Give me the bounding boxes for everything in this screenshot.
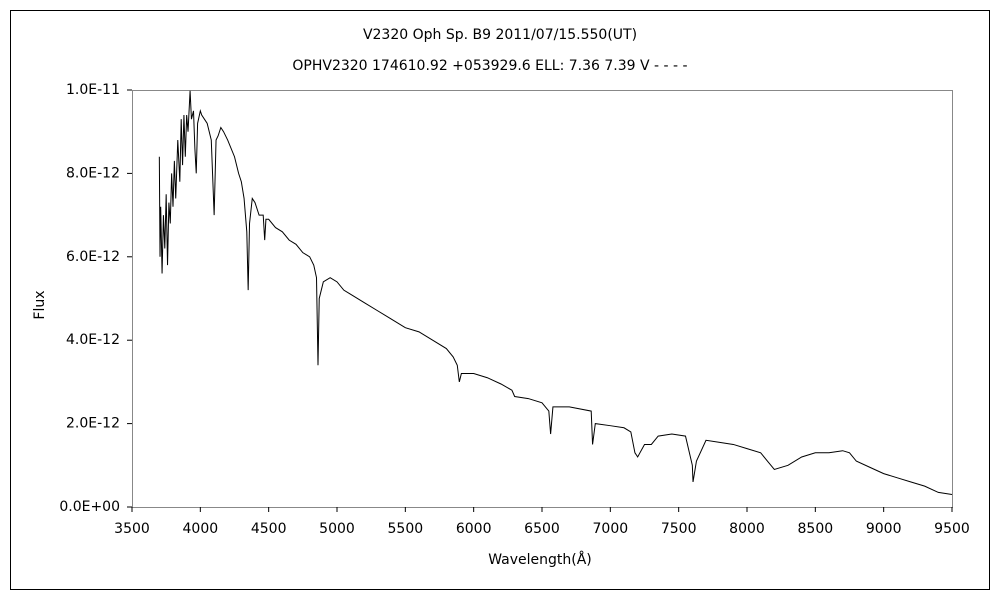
x-tick-label: 8500 [798, 521, 834, 537]
x-tick-label: 6000 [456, 521, 492, 537]
plot-area [132, 90, 953, 508]
x-tick-label: 8000 [729, 521, 765, 537]
x-tick-label: 5500 [388, 521, 424, 537]
x-tick-label: 5000 [319, 521, 355, 537]
x-tick-label: 4000 [183, 521, 219, 537]
y-tick-label: 6.0E-12 [66, 249, 120, 265]
y-tick-label: 1.0E-11 [66, 82, 120, 98]
chart-subtitle: OPHV2320 174610.92 +053929.6 ELL: 7.36 7… [292, 58, 687, 74]
y-tick-label: 8.0E-12 [66, 165, 120, 181]
x-tick-label: 9000 [866, 521, 902, 537]
chart-title: V2320 Oph Sp. B9 2011/07/15.550(UT) [363, 27, 637, 43]
x-tick-label: 6500 [524, 521, 560, 537]
x-tick-label: 9500 [934, 521, 970, 537]
y-tick-label: 0.0E+00 [59, 499, 120, 515]
x-tick-label: 7000 [593, 521, 629, 537]
y-tick-label: 4.0E-12 [66, 332, 120, 348]
x-tick-label: 3500 [114, 521, 150, 537]
spectrum-line [158, 90, 953, 495]
y-axis-label: Flux [32, 290, 48, 319]
y-tick-label: 2.0E-12 [66, 416, 120, 432]
x-tick-label: 4500 [251, 521, 287, 537]
x-axis-label: Wavelength(Å) [488, 551, 592, 568]
x-tick-label: 7500 [661, 521, 697, 537]
